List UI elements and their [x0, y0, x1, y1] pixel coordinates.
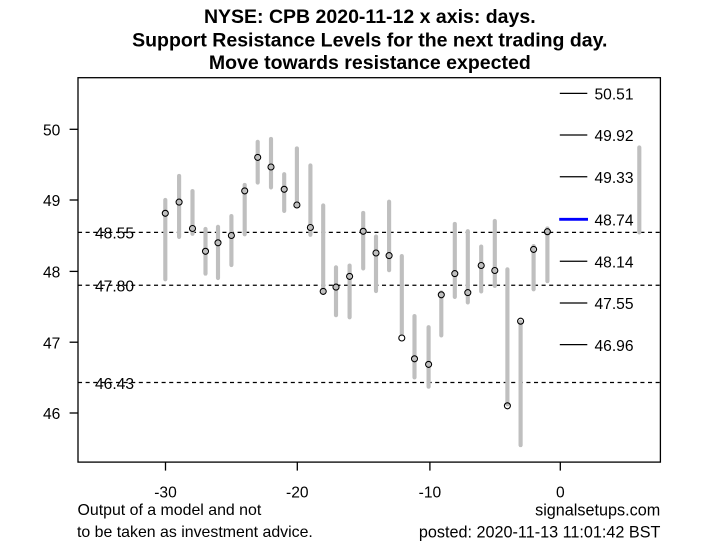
- svg-text:Support Resistance Levels for: Support Resistance Levels for the next t…: [132, 30, 607, 52]
- svg-text:-30: -30: [154, 485, 177, 502]
- svg-text:signalsetups.com: signalsetups.com: [535, 501, 660, 519]
- svg-text:47.80: 47.80: [95, 279, 134, 296]
- svg-text:to be taken as investment advi: to be taken as investment advice.: [77, 524, 313, 541]
- svg-text:Move towards resistance expect: Move towards resistance expected: [209, 52, 531, 74]
- svg-text:48.55: 48.55: [95, 226, 134, 243]
- svg-text:46: 46: [43, 406, 60, 423]
- svg-text:-20: -20: [286, 485, 309, 502]
- svg-text:48.14: 48.14: [595, 255, 634, 272]
- svg-text:47.55: 47.55: [595, 296, 634, 313]
- svg-text:47: 47: [43, 335, 60, 352]
- svg-text:49.33: 49.33: [595, 170, 634, 187]
- svg-text:49.92: 49.92: [595, 128, 634, 145]
- svg-text:NYSE: CPB 2020-11-12 x axis: d: NYSE: CPB 2020-11-12 x axis: days.: [204, 6, 536, 28]
- svg-text:46.43: 46.43: [95, 376, 134, 393]
- svg-text:0: 0: [556, 485, 565, 502]
- svg-text:48: 48: [43, 265, 60, 282]
- svg-text:49: 49: [43, 193, 60, 210]
- svg-text:posted: 2020-11-13 11:01:42 BS: posted: 2020-11-13 11:01:42 BST: [419, 524, 661, 542]
- svg-text:46.96: 46.96: [595, 338, 634, 355]
- svg-text:50: 50: [43, 123, 61, 140]
- svg-text:Output of a model and not: Output of a model and not: [78, 502, 262, 519]
- svg-text:-10: -10: [419, 485, 442, 502]
- svg-text:48.74: 48.74: [595, 213, 634, 230]
- svg-text:50.51: 50.51: [595, 87, 634, 104]
